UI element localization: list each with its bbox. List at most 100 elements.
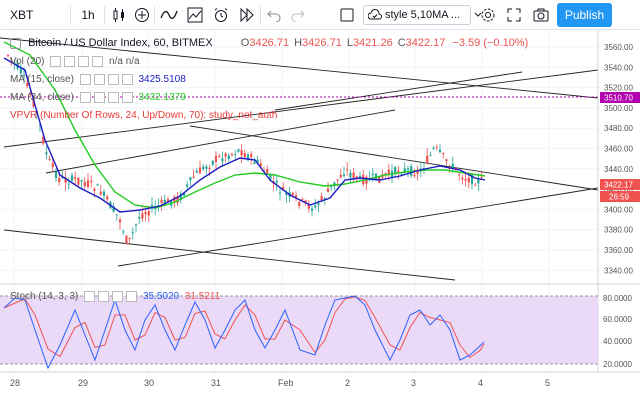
- candle-body: [96, 184, 99, 186]
- more-icon[interactable]: [121, 92, 133, 103]
- layout-button[interactable]: [336, 0, 358, 30]
- candle-body: [464, 178, 467, 181]
- close-value: 3422.17: [405, 37, 446, 49]
- trend-line[interactable]: [189, 125, 599, 191]
- toolbar-divider: [70, 6, 71, 24]
- candle-body: [86, 180, 90, 187]
- ma34-label: MA (34, close): [10, 92, 74, 104]
- trend-line[interactable]: [117, 187, 599, 267]
- more-icon[interactable]: [121, 74, 133, 85]
- ma-15-line: [3, 57, 486, 213]
- date-tick-label: 5: [545, 378, 550, 388]
- candle-body: [307, 203, 310, 209]
- collapse-icon[interactable]: [10, 37, 21, 49]
- template-select[interactable]: style 5,10MA ...: [363, 5, 471, 25]
- undo-button[interactable]: [264, 0, 284, 30]
- close-icon[interactable]: [107, 74, 119, 85]
- candle-body: [400, 174, 403, 176]
- template-dropdown[interactable]: [472, 0, 484, 30]
- trend-line[interactable]: [3, 69, 599, 148]
- candle-body: [29, 93, 32, 95]
- candle-body: [134, 224, 138, 226]
- candle-body: [58, 178, 61, 183]
- candle-body: [192, 176, 195, 178]
- trend-line[interactable]: [274, 71, 523, 111]
- compare-button[interactable]: [132, 0, 152, 30]
- candle-body: [118, 219, 122, 223]
- fullscreen-button[interactable]: [504, 0, 524, 30]
- chevron-down-icon: [474, 12, 482, 17]
- close-icon[interactable]: [107, 92, 119, 103]
- indicators-button[interactable]: [158, 0, 180, 30]
- candle-body: [304, 200, 307, 203]
- candle-body: [112, 206, 115, 212]
- redo-button[interactable]: [288, 0, 308, 30]
- snapshot-button[interactable]: [530, 0, 552, 30]
- settings-icon[interactable]: [64, 56, 76, 67]
- eye-icon[interactable]: [79, 74, 91, 85]
- vol-legend[interactable]: Vol (20) n/a n/a: [10, 56, 143, 67]
- candle-body: [278, 192, 282, 194]
- candle-body: [394, 167, 397, 174]
- vpvr-legend[interactable]: VPVR (Number Of Rows, 24, Up/Down, 70): …: [10, 110, 280, 121]
- settings-icon[interactable]: [98, 291, 110, 302]
- candle-body: [147, 211, 150, 216]
- candle-body: [150, 204, 154, 209]
- candle-body: [285, 192, 288, 196]
- gear-icon: [481, 8, 495, 22]
- candle-body: [211, 160, 214, 165]
- price-axis[interactable]: [598, 30, 640, 284]
- candle-body: [432, 147, 435, 149]
- close-icon[interactable]: [78, 56, 90, 67]
- candle-body: [22, 74, 26, 77]
- stoch-d-value: 31.5211: [184, 291, 221, 303]
- toolbar-divider: [154, 6, 155, 24]
- alert-button[interactable]: [210, 0, 232, 30]
- financials-button[interactable]: [184, 0, 206, 30]
- candle-body: [470, 174, 474, 185]
- eye-icon[interactable]: [79, 92, 91, 103]
- symbol-title: Bitcoin / US Dollar Index, 60, BITMEX: [28, 37, 213, 49]
- trend-line[interactable]: [3, 229, 456, 281]
- symbol-search[interactable]: XBT: [4, 0, 50, 30]
- settings-icon[interactable]: [93, 74, 105, 85]
- candle-body: [51, 163, 54, 168]
- stoch-legend[interactable]: Stoch (14, 3, 3) 35.5020 31.5211: [10, 291, 223, 302]
- ma15-legend[interactable]: MA (15, close) 3425.5108: [10, 74, 189, 85]
- replay-button[interactable]: [236, 0, 258, 30]
- candle-body: [54, 171, 58, 178]
- candle-body: [387, 169, 390, 176]
- candle-body: [458, 174, 461, 176]
- stoch-label: Stoch (14, 3, 3): [10, 291, 79, 303]
- chart-area[interactable]: 3560.003540.003520.003500.003480.003460.…: [0, 30, 640, 402]
- eye-icon[interactable]: [50, 56, 62, 67]
- eye-icon[interactable]: [84, 291, 96, 302]
- interval-button[interactable]: 1h: [76, 0, 100, 30]
- close-icon[interactable]: [112, 291, 124, 302]
- candle-body: [429, 154, 432, 156]
- trend-line[interactable]: [0, 37, 599, 99]
- candle-body: [45, 152, 48, 155]
- publish-button[interactable]: Publish: [557, 3, 612, 27]
- candle-body: [477, 178, 480, 184]
- candle-body: [342, 174, 346, 176]
- candle-body: [64, 177, 67, 183]
- main-pane-bg: [0, 30, 598, 284]
- settings-button[interactable]: [478, 0, 498, 30]
- more-icon[interactable]: [126, 291, 138, 302]
- candle-body: [451, 163, 454, 169]
- camera-icon: [533, 8, 549, 22]
- more-icon[interactable]: [92, 56, 104, 67]
- ma34-legend[interactable]: MA (34, close) 3432.1379: [10, 92, 189, 103]
- candle-body: [218, 156, 221, 158]
- candle-body: [246, 154, 250, 160]
- settings-icon[interactable]: [93, 92, 105, 103]
- candle-body: [106, 196, 109, 200]
- change-value: −3.59 (−0.10%): [452, 37, 529, 49]
- chart-style-button[interactable]: [108, 0, 130, 30]
- trend-line[interactable]: [45, 109, 396, 174]
- price-tick-label: 3380.00: [604, 226, 633, 235]
- candle-body: [128, 237, 131, 240]
- candle-body: [445, 159, 448, 162]
- candle-body: [26, 83, 29, 87]
